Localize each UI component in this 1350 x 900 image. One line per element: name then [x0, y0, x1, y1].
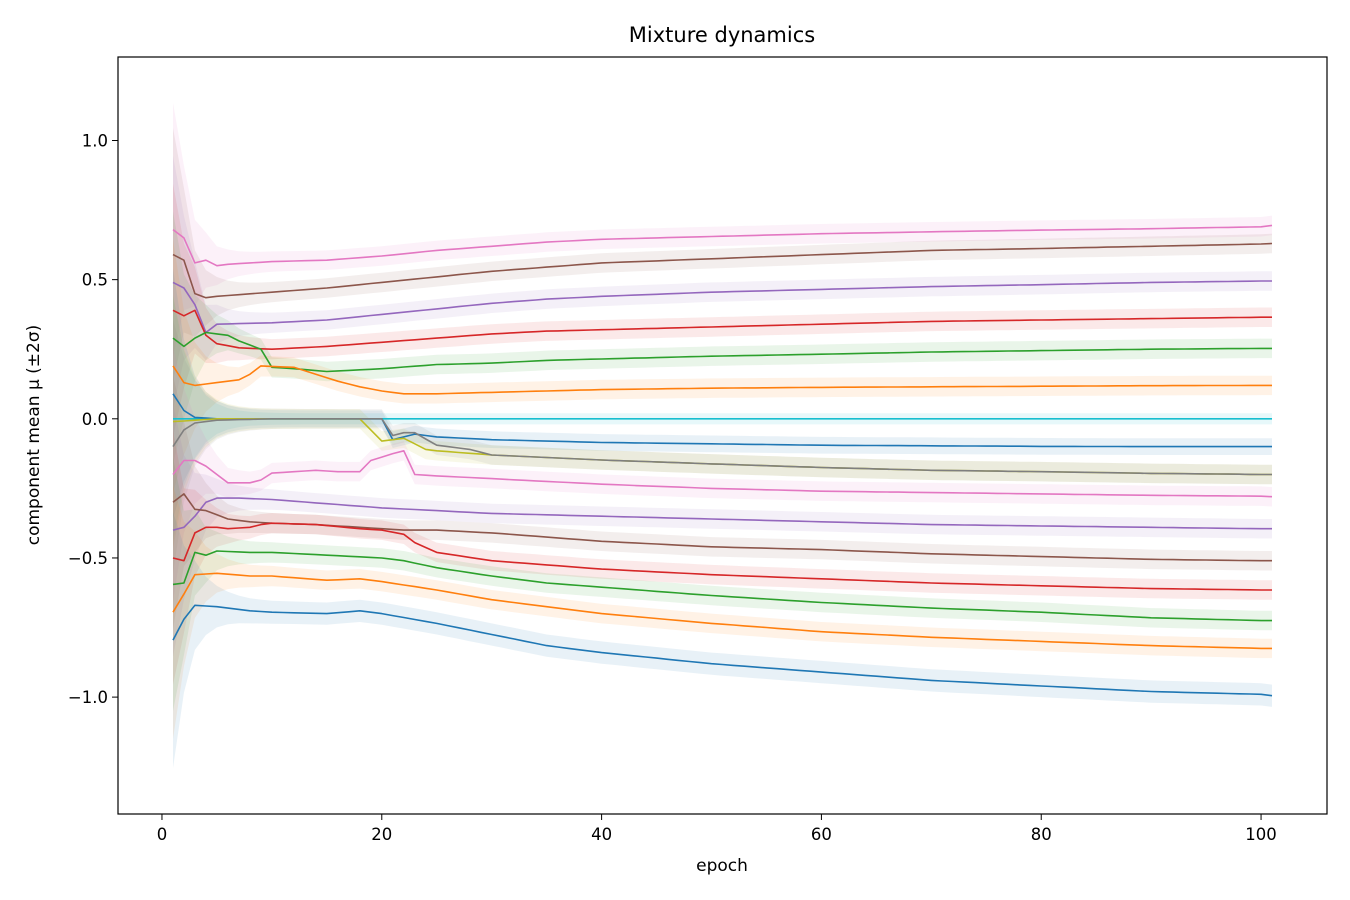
x-axis-label: epoch — [696, 856, 748, 876]
chart-title: Mixture dynamics — [629, 23, 815, 47]
series-3-band — [173, 155, 1272, 410]
y-axis-label: component mean μ (±2σ) — [24, 325, 44, 546]
plot-frame — [117, 56, 1328, 815]
series-1-line — [172, 224, 1273, 267]
series-4-band — [173, 183, 1272, 437]
series-5-line — [172, 331, 1272, 373]
series-6-line — [172, 365, 1272, 395]
series-10-line — [172, 418, 1272, 476]
series-13-line — [172, 493, 1272, 562]
y-axis-ticks: 1.0 0.5 0.0 −0.5 −1.0 — [68, 131, 118, 707]
series-lines — [172, 224, 1273, 697]
y-tick-label: 0.5 — [82, 271, 108, 290]
series-12-line — [172, 497, 1272, 531]
x-tick-label: 80 — [1031, 825, 1052, 844]
series-17-line — [172, 604, 1273, 697]
x-axis-ticks: 0 20 40 60 80 100 — [157, 814, 1277, 844]
series-14-line — [172, 522, 1272, 591]
y-tick-label: −0.5 — [68, 549, 108, 568]
x-tick-label: 40 — [591, 825, 612, 844]
x-tick-label: 20 — [371, 825, 392, 844]
series-16-line — [172, 572, 1272, 650]
x-tick-label: 100 — [1245, 825, 1277, 844]
series-2-line — [172, 242, 1273, 299]
series-1-band — [173, 102, 1272, 357]
series-4-line — [172, 309, 1272, 350]
series-12-band — [173, 403, 1272, 657]
x-tick-label: 60 — [811, 825, 832, 844]
series-15-line — [172, 550, 1272, 622]
y-tick-label: 0.0 — [82, 410, 108, 429]
series-2-band — [173, 128, 1272, 382]
series-3-line — [172, 280, 1272, 334]
series-11-line — [172, 450, 1273, 498]
y-tick-label: −1.0 — [68, 688, 108, 707]
y-tick-label: 1.0 — [82, 131, 108, 150]
x-tick-label: 0 — [157, 825, 168, 844]
